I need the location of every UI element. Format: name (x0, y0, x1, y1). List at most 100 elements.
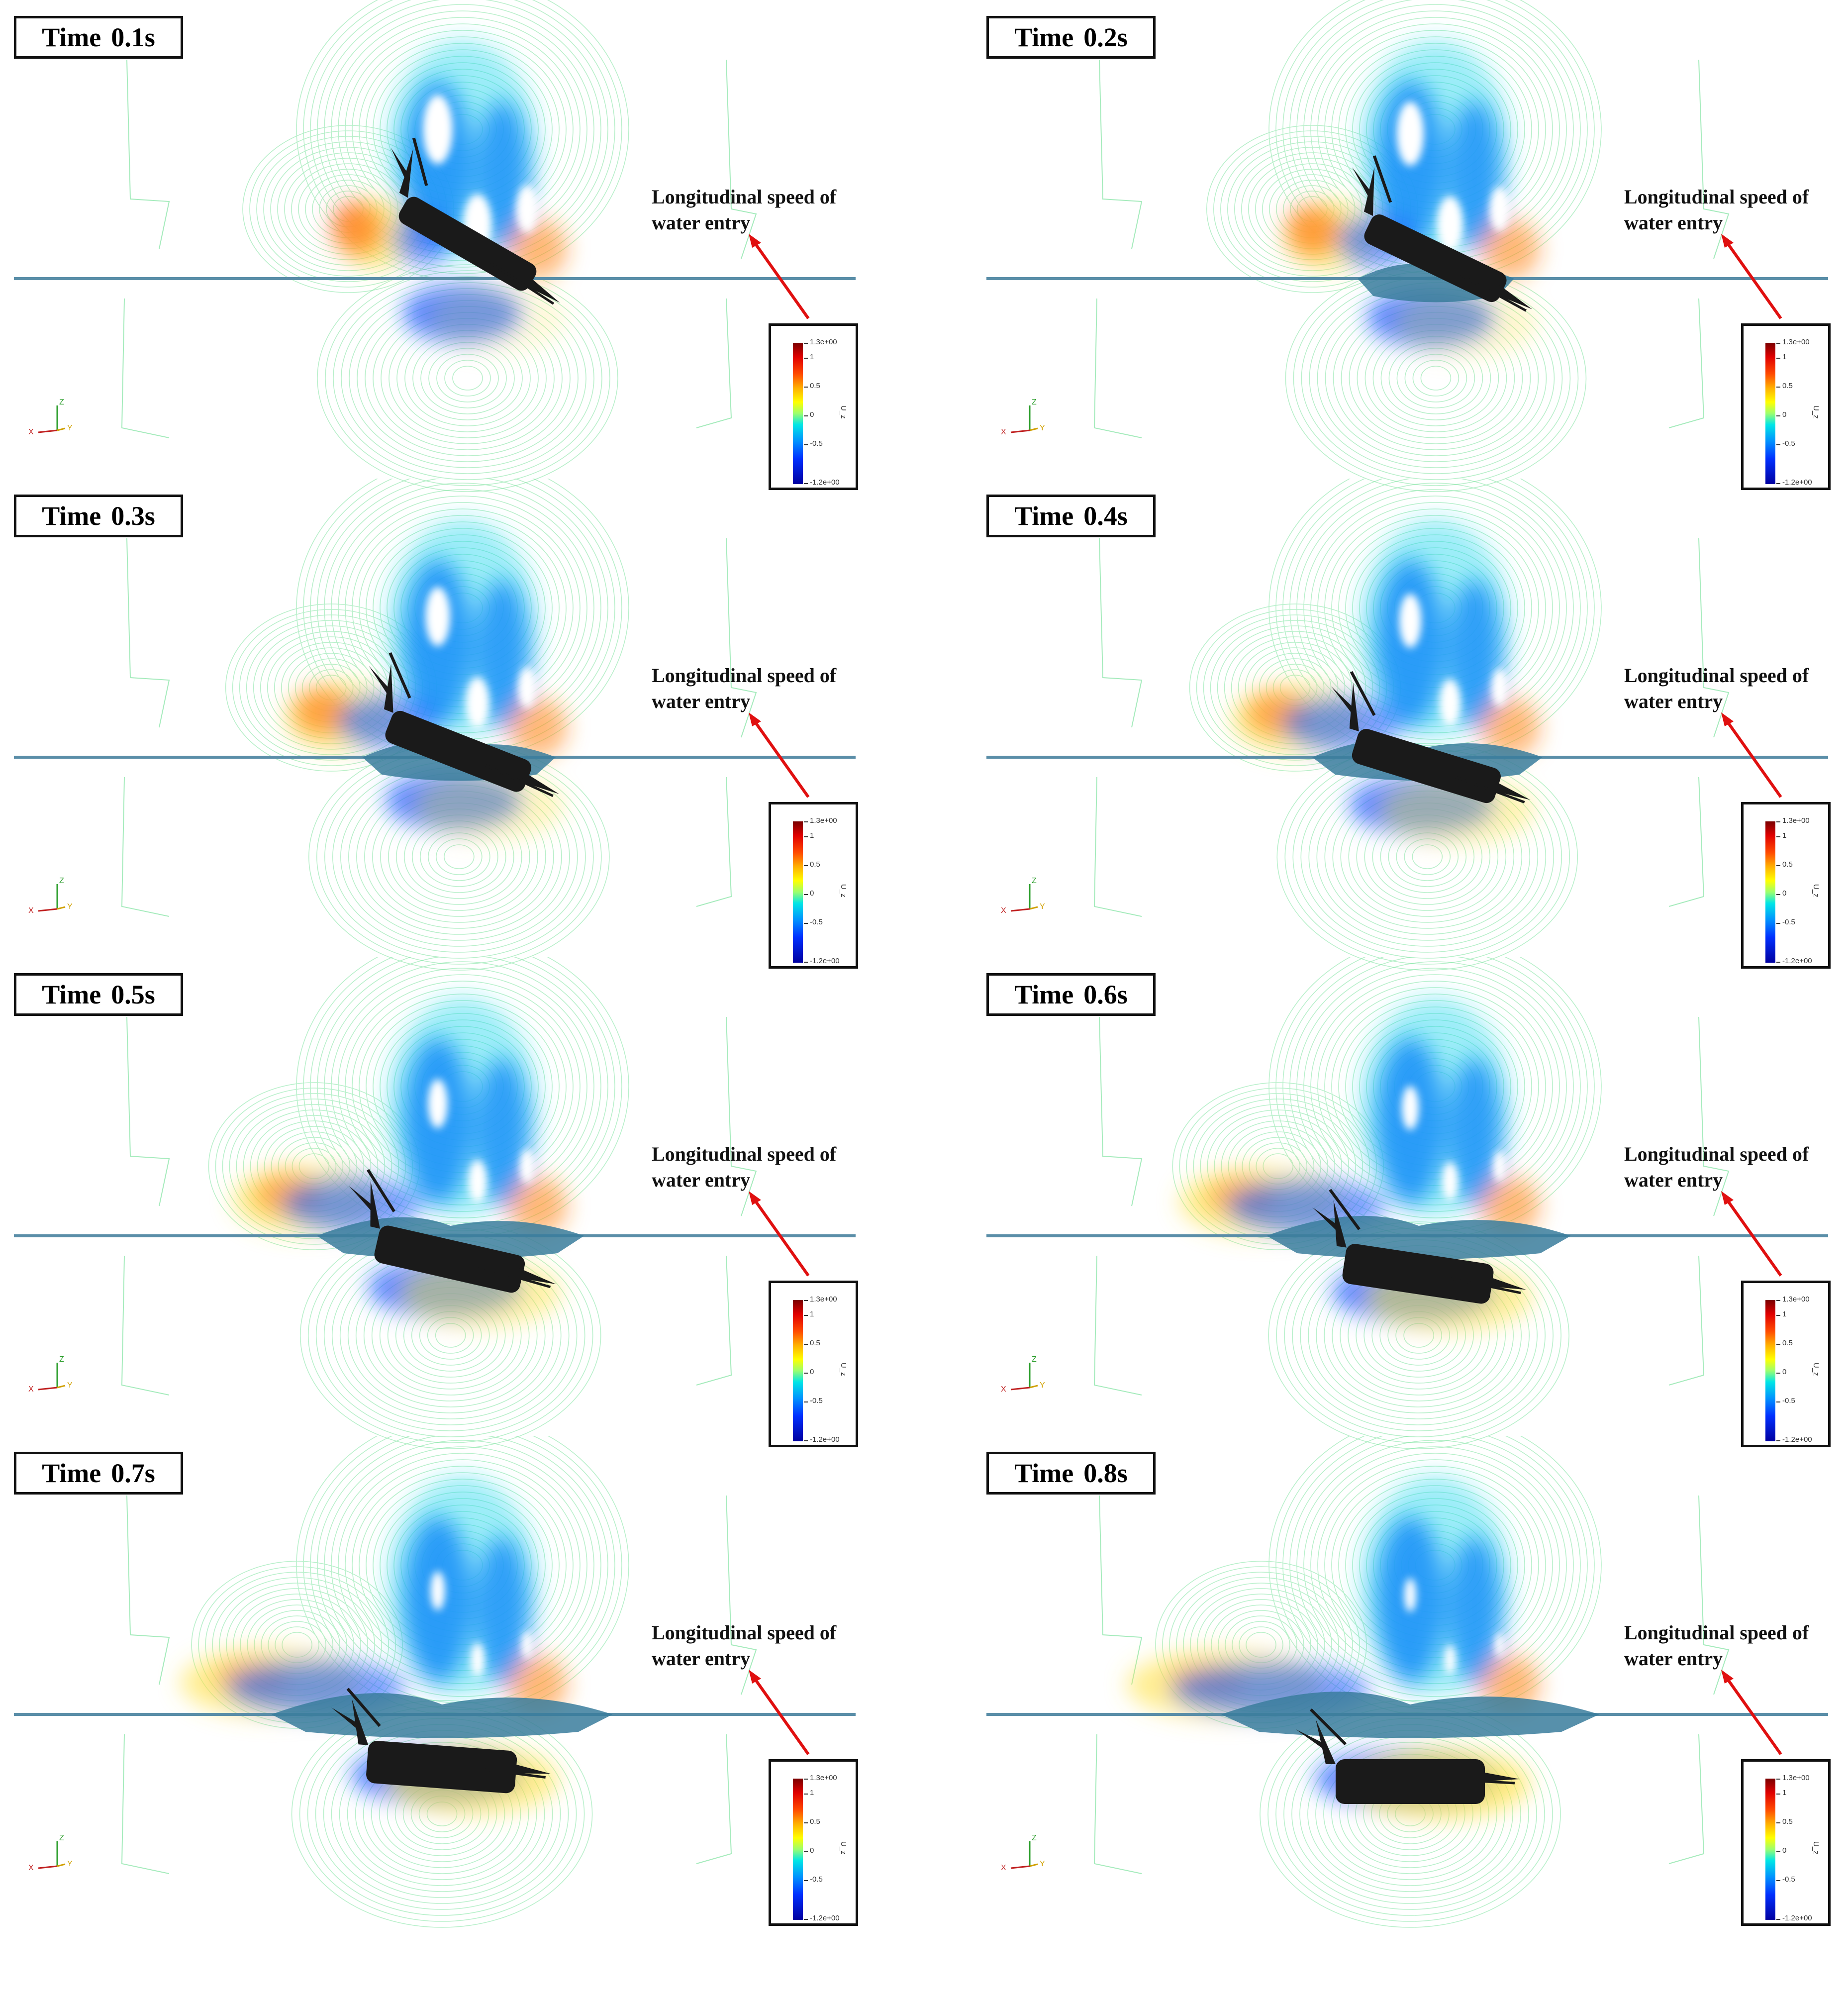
axis-y-line (57, 427, 66, 431)
aircraft-body (349, 1169, 556, 1293)
legend-tick-label: 0 (810, 410, 814, 419)
vortex-cores (1399, 594, 1508, 726)
legend-min-label: -1.2e+00 (1782, 957, 1812, 965)
legend-tick (804, 1822, 808, 1823)
time-label-prefix: Time (1014, 22, 1074, 52)
axis-z-label: Z (59, 1834, 64, 1842)
legend-tick (804, 483, 808, 484)
annotation-line-2: water entry (652, 1647, 751, 1670)
axis-y-label: Y (1040, 1860, 1045, 1868)
annotation-line-1: Longitudinal speed of (1624, 186, 1809, 208)
legend-tick (804, 1794, 808, 1795)
flow-field: Z X Y (986, 1436, 1828, 1928)
axis-z-label: Z (59, 398, 64, 406)
time-label: Time 0.5s (14, 973, 183, 1016)
legend-min-label: -1.2e+00 (810, 478, 840, 487)
color-legend: 1.3e+00 1 0.5 0 -0.5 -1.2e+00 U_z (1741, 1759, 1831, 1926)
time-label: Time 0.1s (14, 16, 183, 59)
annotation-line-1: Longitudinal speed of (652, 186, 837, 208)
flow-field: Z X Y (14, 1436, 856, 1928)
time-label-value: 0.2s (1083, 22, 1128, 52)
time-label: Time 0.3s (14, 495, 183, 537)
legend-tick (804, 1440, 808, 1441)
vortex-cores (1396, 101, 1510, 252)
color-legend: 1.3e+00 1 0.5 0 -0.5 -1.2e+00 U_z (769, 1759, 858, 1926)
annotation-arrowhead (1721, 1670, 1734, 1684)
axis-y-label: Y (67, 902, 73, 911)
legend-tick (804, 1344, 808, 1345)
vortex-cores (430, 1571, 533, 1677)
axis-z-label: Z (1032, 398, 1037, 406)
legend-colorbar (793, 343, 803, 484)
time-label-prefix: Time (1014, 980, 1074, 1009)
legend-tick-label: 1 (1782, 353, 1787, 361)
speed-annotation: Longitudinal speed of water entry (652, 184, 866, 236)
annotation-line-2: water entry (1624, 1169, 1723, 1191)
legend-variable-label: U_z (1812, 1363, 1820, 1376)
vortex-cores (1404, 1578, 1504, 1675)
legend-tick (1776, 415, 1780, 416)
annotation-line-1: Longitudinal speed of (1624, 1621, 1809, 1644)
axes-triad: Z X Y (1001, 398, 1045, 436)
axis-y-label: Y (1040, 424, 1045, 432)
domain-outline (121, 1495, 757, 1874)
axis-x-line (1010, 429, 1030, 433)
annotation-line-2: water entry (652, 1169, 751, 1191)
legend-tick-label: 0.5 (1782, 382, 1793, 390)
legend-max-label: 1.3e+00 (1782, 816, 1810, 825)
axes-triad: Z X Y (1001, 1834, 1045, 1872)
time-label-value: 0.1s (111, 22, 155, 52)
time-panel-4: Z X Y Time 0.4s Longitudinal speed of wate… (973, 479, 1848, 976)
legend-tick-label: 1 (810, 353, 814, 361)
legend-tick (1776, 1401, 1780, 1402)
legend-variable-label: U_z (1812, 1841, 1820, 1855)
axis-z-label: Z (59, 1355, 64, 1364)
annotation-arrow (752, 1198, 810, 1277)
annotation-arrowhead (749, 234, 761, 248)
legend-tick-label: 0.5 (810, 860, 820, 869)
legend-tick (1776, 962, 1780, 963)
time-label-value: 0.8s (1083, 1458, 1128, 1488)
time-label: Time 0.6s (986, 973, 1156, 1016)
legend-tick-label: 1 (810, 1310, 814, 1318)
annotation-arrowhead (1721, 234, 1734, 248)
axis-x-line (38, 1387, 58, 1391)
legend-variable-label: U_z (839, 884, 848, 898)
velocity-field (1127, 1476, 1540, 1819)
legend-tick (804, 865, 808, 866)
legend-tick (1776, 1919, 1780, 1920)
axis-z-label: Z (1032, 1834, 1037, 1842)
legend-tick-label: 0 (1782, 1368, 1787, 1376)
time-label-value: 0.4s (1083, 501, 1128, 531)
legend-tick (804, 1373, 808, 1374)
aircraft-body (390, 137, 560, 305)
time-label: Time 0.8s (986, 1452, 1156, 1495)
annotation-line-2: water entry (652, 211, 751, 234)
color-legend: 1.3e+00 1 0.5 0 -0.5 -1.2e+00 U_z (1741, 802, 1831, 969)
water-splash (1266, 1215, 1571, 1260)
legend-tick (804, 358, 808, 359)
axis-x-line (38, 908, 58, 912)
axes-triad: Z X Y (1001, 1355, 1045, 1394)
legend-tick-label: 1 (1782, 1789, 1787, 1797)
legend-tick (804, 1315, 808, 1316)
domain-outline (1093, 1495, 1730, 1874)
time-label-prefix: Time (42, 980, 101, 1009)
legend-max-label: 1.3e+00 (1782, 1774, 1810, 1782)
annotation-arrow (1725, 1198, 1782, 1277)
speed-annotation: Longitudinal speed of water entry (1624, 663, 1838, 714)
annotation-arrowhead (749, 1670, 761, 1684)
legend-min-label: -1.2e+00 (1782, 1914, 1812, 1922)
legend-tick (1776, 836, 1780, 837)
axis-x-label: X (28, 428, 34, 436)
legend-tick-label: 0 (810, 1368, 814, 1376)
legend-tick (804, 894, 808, 895)
legend-tick (804, 1880, 808, 1881)
legend-min-label: -1.2e+00 (1782, 1435, 1812, 1444)
legend-max-label: 1.3e+00 (810, 1774, 837, 1782)
legend-max-label: 1.3e+00 (1782, 338, 1810, 346)
annotation-arrowhead (1721, 1191, 1734, 1205)
legend-tick-label: 1 (1782, 1310, 1787, 1318)
time-panel-1: Z X Y Time 0.1s Longitudinal speed of wate… (0, 0, 875, 498)
axis-x-label: X (1001, 906, 1006, 915)
